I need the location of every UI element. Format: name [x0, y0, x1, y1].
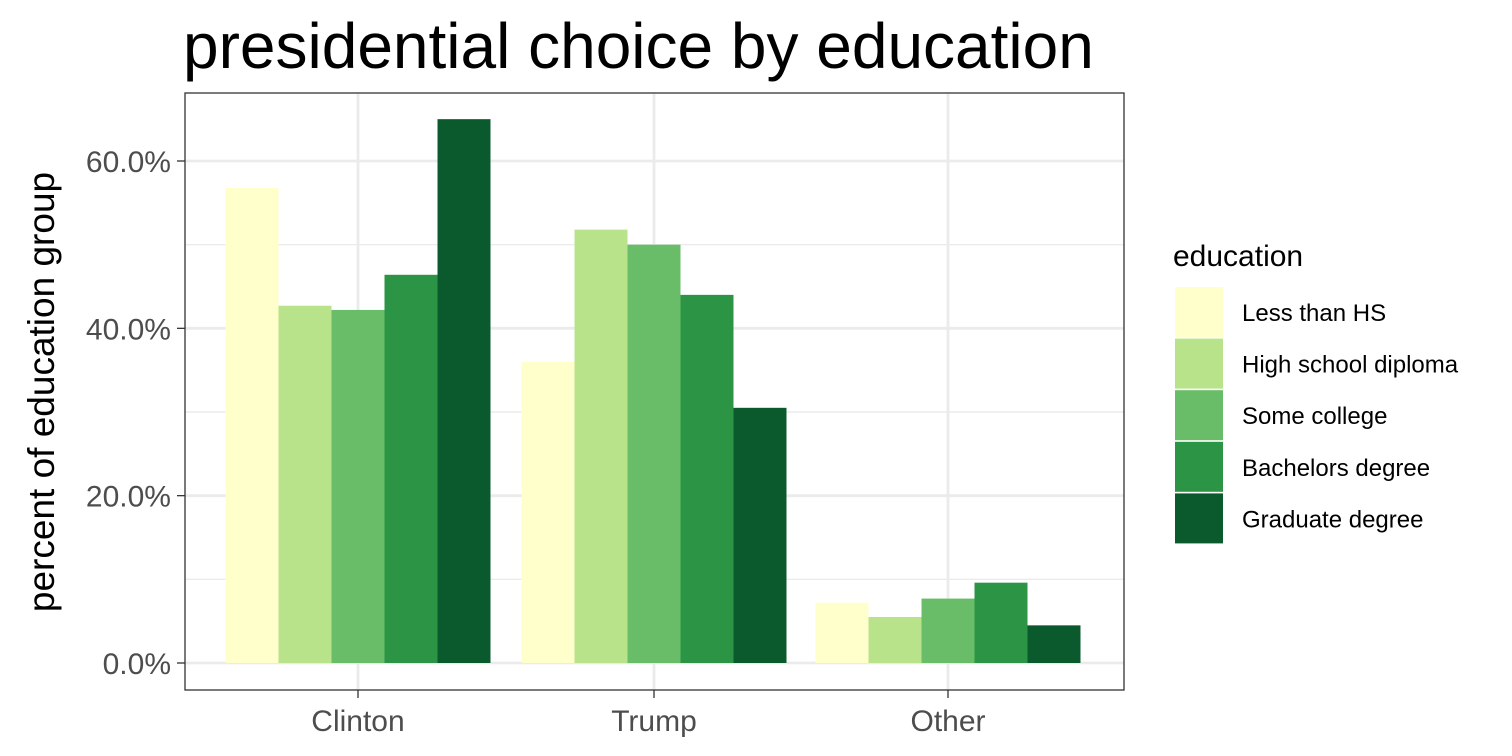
legend-label: Some college	[1242, 403, 1387, 430]
y-tick-label: 40.0%	[86, 313, 171, 346]
legend-key-less-than-hs	[1175, 287, 1223, 337]
legend: education Less than HS High school diplom…	[1173, 240, 1459, 544]
y-axis-title: percent of education group	[21, 172, 62, 612]
legend-key-bachelors-degree	[1175, 441, 1223, 492]
bar-clinton-some-college	[331, 309, 385, 663]
x-tick-label: Clinton	[311, 705, 404, 738]
legend-label: Bachelors degree	[1242, 455, 1430, 482]
bar-clinton-high-school-diploma	[278, 305, 332, 663]
bar-trump-bachelors-degree	[680, 294, 734, 663]
legend-label: Less than HS	[1242, 300, 1386, 327]
legend-items: Less than HS High school diploma Some coll…	[1175, 287, 1459, 544]
bar-other-graduate-degree	[1027, 625, 1081, 663]
bar-other-high-school-diploma	[868, 616, 922, 663]
bars	[225, 119, 1081, 664]
bar-clinton-graduate-degree	[437, 119, 491, 663]
bar-clinton-bachelors-degree	[384, 274, 438, 663]
legend-label: High school diploma	[1242, 352, 1459, 379]
x-tick-label: Trump	[611, 705, 697, 738]
y-tick-label: 20.0%	[86, 481, 171, 514]
bar-trump-graduate-degree	[733, 407, 787, 663]
x-tick-label: Other	[910, 705, 985, 738]
y-tick-label: 0.0%	[103, 648, 171, 681]
bar-trump-less-than-hs	[521, 361, 575, 663]
legend-key-some-college	[1175, 390, 1223, 441]
bar-clinton-less-than-hs	[225, 187, 279, 664]
bar-trump-high-school-diploma	[574, 229, 628, 663]
plot-panel	[184, 92, 1125, 691]
chart-title: presidential choice by education	[183, 10, 1094, 82]
legend-label: Graduate degree	[1242, 506, 1423, 533]
bar-other-some-college	[921, 598, 975, 663]
legend-key-high-school-diploma	[1175, 338, 1223, 389]
bar-trump-some-college	[627, 244, 681, 663]
y-axis: 0.0% 20.0% 40.0% 60.0%	[86, 146, 185, 681]
bar-other-less-than-hs	[815, 602, 869, 663]
x-axis: Clinton Trump Other	[311, 690, 986, 738]
y-tick-label: 60.0%	[86, 146, 171, 179]
legend-key-graduate-degree	[1175, 493, 1223, 544]
bar-other-bachelors-degree	[974, 582, 1028, 663]
legend-title: education	[1173, 240, 1303, 273]
